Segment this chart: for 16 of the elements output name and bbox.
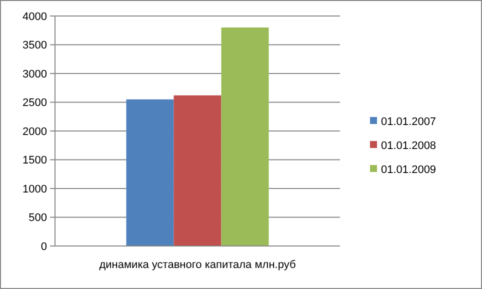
bar — [126, 99, 174, 246]
y-tick-label: 4000 — [22, 10, 47, 23]
x-tick-label: динамика уставного капитала млн.руб — [99, 259, 296, 271]
y-tick-label: 2000 — [22, 126, 47, 138]
y-tick-label: 0 — [40, 240, 47, 253]
y-tick-label: 500 — [28, 212, 47, 224]
y-tick-label: 3000 — [22, 68, 47, 80]
bar — [174, 95, 222, 246]
y-tick-label: 2500 — [22, 97, 47, 110]
legend-label: 01.01.2009 — [381, 164, 436, 176]
y-tick-label: 1000 — [22, 183, 47, 196]
legend-label: 01.01.2007 — [381, 116, 436, 128]
y-tick-label: 3500 — [22, 40, 47, 52]
y-tick-label: 1500 — [22, 154, 47, 167]
legend-label: 01.01.2008 — [381, 140, 436, 152]
bar — [221, 28, 269, 246]
